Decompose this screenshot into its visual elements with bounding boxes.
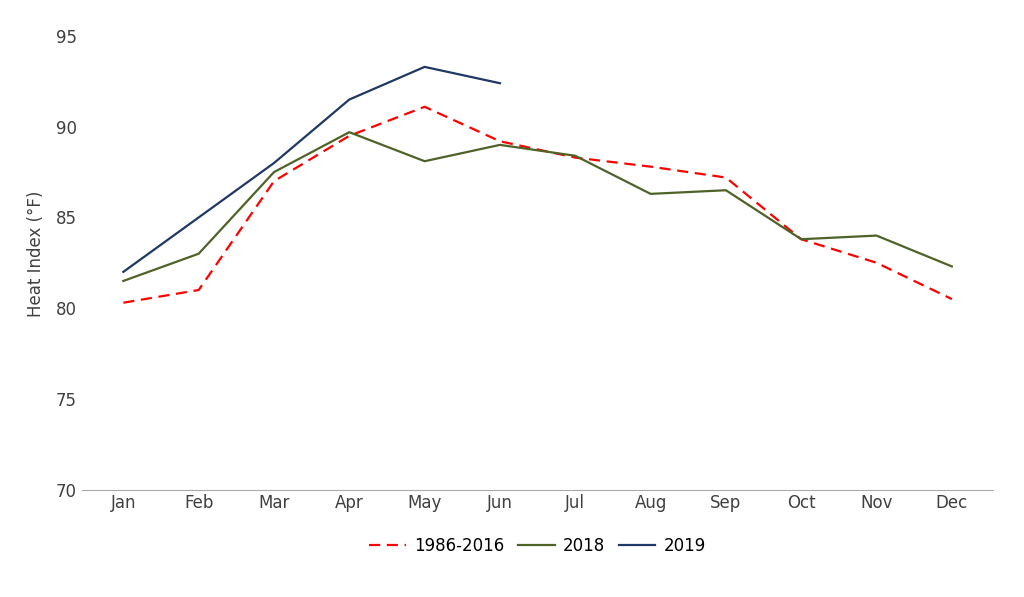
1986-2016 (494, 138, 506, 145)
2019 (268, 159, 281, 167)
2018 (946, 263, 958, 270)
1986-2016 (946, 296, 958, 303)
2019 (343, 96, 355, 103)
2018 (268, 168, 281, 176)
2018 (419, 158, 431, 165)
2018 (795, 236, 807, 243)
1986-2016 (419, 103, 431, 110)
Legend: 1986-2016, 2018, 2019: 1986-2016, 2018, 2019 (362, 530, 713, 561)
1986-2016 (343, 132, 355, 139)
2019 (419, 63, 431, 70)
Line: 1986-2016: 1986-2016 (123, 107, 952, 303)
2019 (494, 79, 506, 87)
2018 (720, 187, 732, 194)
2019 (117, 268, 129, 275)
1986-2016 (870, 259, 883, 266)
2018 (870, 232, 883, 239)
1986-2016 (117, 299, 129, 306)
1986-2016 (795, 236, 807, 243)
1986-2016 (720, 174, 732, 181)
1986-2016 (569, 154, 582, 161)
2018 (569, 152, 582, 159)
Line: 2019: 2019 (123, 67, 500, 272)
1986-2016 (193, 287, 205, 294)
2019 (193, 214, 205, 221)
1986-2016 (644, 163, 656, 170)
2018 (343, 128, 355, 136)
Line: 2018: 2018 (123, 132, 952, 281)
2018 (193, 250, 205, 257)
Y-axis label: Heat Index (°F): Heat Index (°F) (27, 190, 45, 317)
2018 (644, 190, 656, 198)
2018 (117, 278, 129, 285)
1986-2016 (268, 177, 281, 184)
2018 (494, 141, 506, 149)
